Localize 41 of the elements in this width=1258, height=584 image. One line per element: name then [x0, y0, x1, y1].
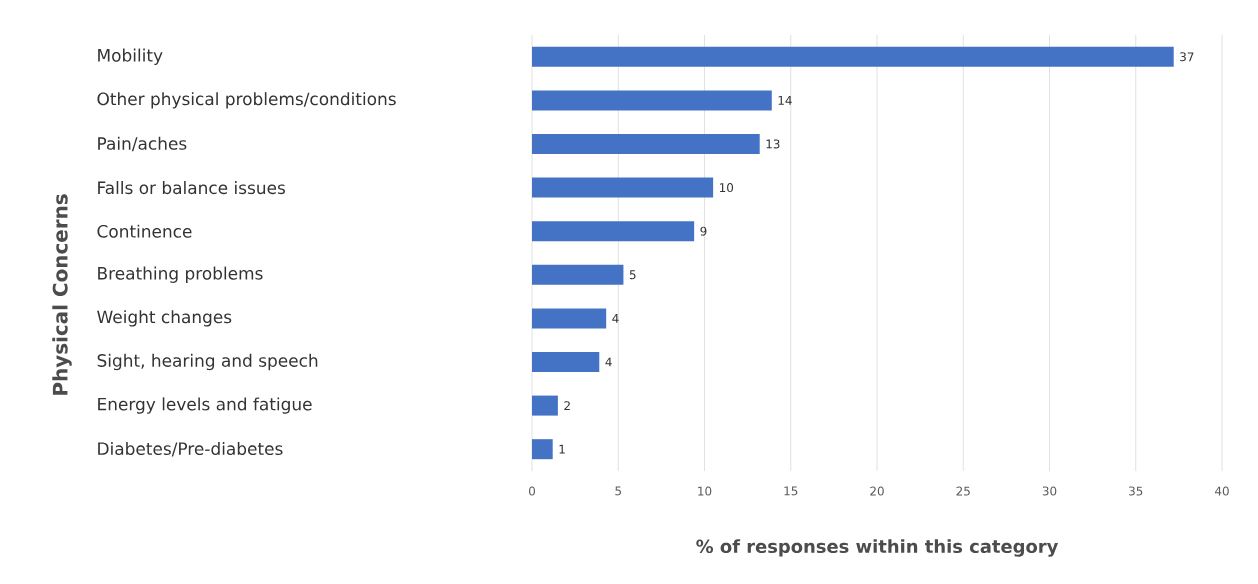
- y-tick-label: Energy levels and fatigue: [98, 397, 312, 414]
- bar: [532, 308, 607, 329]
- data-label: 14: [778, 96, 792, 105]
- x-tick-label: 0: [528, 486, 536, 496]
- x-axis-title: % of responses within this category: [696, 539, 1059, 557]
- x-tick-label: 10: [698, 486, 712, 496]
- y-tick-label: Diabetes/Pre-diabetes: [98, 441, 283, 457]
- bar: [532, 133, 760, 154]
- x-tick-label: 30: [1042, 486, 1057, 496]
- bar: [532, 177, 714, 198]
- x-tick-label: 20: [870, 486, 884, 496]
- bar: [532, 90, 772, 111]
- y-tick-label: Continence: [97, 224, 192, 238]
- y-tick-label: Sight, hearing and speech: [97, 353, 318, 371]
- y-tick-label: Falls or balance issues: [98, 181, 285, 195]
- x-tick-label: 35: [1129, 486, 1143, 496]
- y-axis-title: Physical Concerns: [52, 194, 72, 395]
- bar: [532, 221, 695, 242]
- data-label: 5: [629, 270, 636, 280]
- x-tick-label: 25: [956, 486, 970, 496]
- x-tick-label: 40: [1214, 486, 1229, 496]
- data-label: 1: [559, 444, 565, 454]
- y-tick-label: Pain/aches: [98, 136, 187, 152]
- bar: [532, 439, 553, 460]
- bar: [532, 351, 600, 372]
- data-label: 4: [612, 314, 619, 323]
- data-label: 37: [1180, 52, 1194, 62]
- y-tick-label: Breathing problems: [98, 266, 263, 283]
- bar: [532, 264, 624, 285]
- y-tick-label: Mobility: [98, 48, 163, 65]
- bar: [532, 46, 1174, 67]
- y-tick-label: Other physical problems/conditions: [97, 92, 396, 109]
- data-label: 10: [719, 183, 734, 193]
- data-label: 4: [605, 357, 612, 367]
- y-tick-label: Weight changes: [97, 310, 232, 327]
- data-label: 2: [564, 401, 570, 411]
- data-label: 13: [766, 139, 780, 149]
- x-tick-label: 15: [784, 486, 798, 496]
- data-label: 9: [700, 226, 707, 236]
- x-tick-label: 5: [615, 486, 622, 496]
- bar: [532, 395, 558, 416]
